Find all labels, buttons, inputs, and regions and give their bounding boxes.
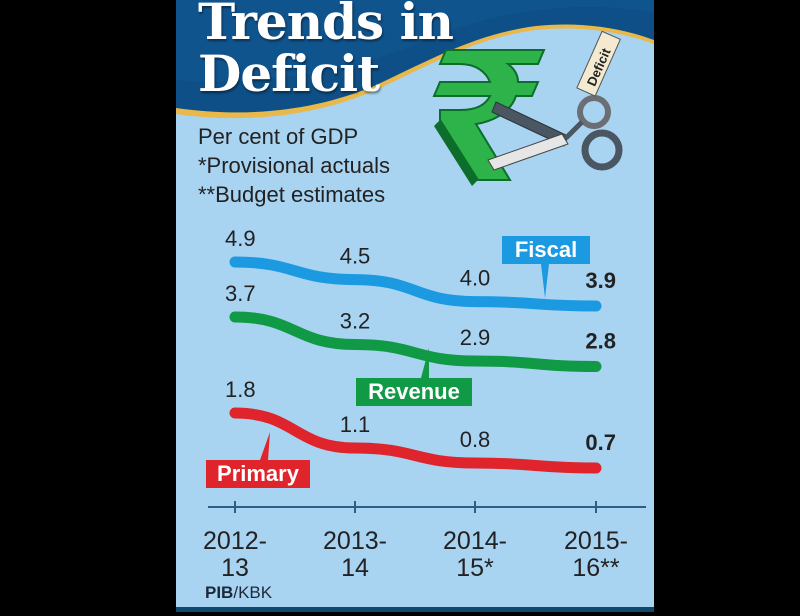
credit-org: PIB	[205, 583, 234, 602]
data-label-fiscal: 4.9	[225, 226, 256, 251]
source-credit: PIB/KBK	[205, 583, 272, 603]
data-label-revenue: 2.8	[585, 329, 616, 354]
x-tick-label-suffix: 13	[221, 554, 249, 582]
panel-bottom-border	[176, 607, 654, 612]
x-tick-label-suffix: 15*	[456, 554, 494, 582]
series-line-revenue	[229, 311, 602, 372]
chart-canvas: Deficit 2012-132013-142014-15*2015-16** …	[176, 0, 654, 582]
data-label-revenue: 3.2	[340, 309, 371, 334]
data-label-revenue: 3.7	[225, 281, 256, 306]
data-label-primary: 1.8	[225, 377, 256, 402]
legend-callout-revenue: Revenue	[356, 348, 472, 406]
x-tick-label: 2012-	[203, 527, 267, 555]
legend-label-revenue: Revenue	[368, 379, 460, 404]
legend-label-fiscal: Fiscal	[515, 237, 577, 262]
deficit-tag-icon: Deficit	[576, 30, 622, 97]
credit-separator: /	[233, 583, 239, 602]
data-label-revenue: 2.9	[460, 325, 491, 350]
legend-label-primary: Primary	[217, 461, 300, 486]
unit-note: Per cent of GDP	[198, 124, 359, 149]
data-label-primary: 0.8	[460, 427, 491, 452]
x-tick-label: 2013-	[323, 527, 387, 555]
title-line-2: Deficit	[198, 44, 380, 103]
series-line-primary	[229, 407, 602, 474]
footnote-provisional: *Provisional actuals	[198, 153, 390, 178]
data-label-fiscal: 3.9	[585, 268, 616, 293]
credit-agency: KBK	[238, 583, 273, 602]
infographic-panel: Deficit 2012- 13 2013- 14 2014- 15* 2015- 16** …	[176, 0, 654, 612]
data-label-primary: 0.7	[585, 430, 616, 455]
scissors-icon	[487, 95, 623, 171]
title-line-1: Trends in	[198, 0, 454, 51]
x-tick-label-suffix: 16**	[572, 554, 620, 582]
chart-title: Trends in Deficit	[198, 0, 454, 103]
legend-callout-primary: Primary	[206, 432, 310, 488]
data-label-fiscal: 4.5	[340, 244, 371, 269]
data-label-fiscal: 4.0	[460, 266, 491, 291]
x-tick-label: 2014-	[443, 527, 507, 555]
legend-callout-fiscal: Fiscal	[502, 236, 590, 298]
data-label-primary: 1.1	[340, 412, 371, 437]
footnote-budget: **Budget estimates	[198, 182, 386, 207]
series-line-fiscal	[229, 256, 602, 312]
rupee-symbol-icon	[432, 49, 546, 186]
x-tick-label: 2015-	[564, 527, 628, 555]
x-tick-label-suffix: 14	[341, 554, 369, 582]
header-shade	[176, 0, 654, 82]
